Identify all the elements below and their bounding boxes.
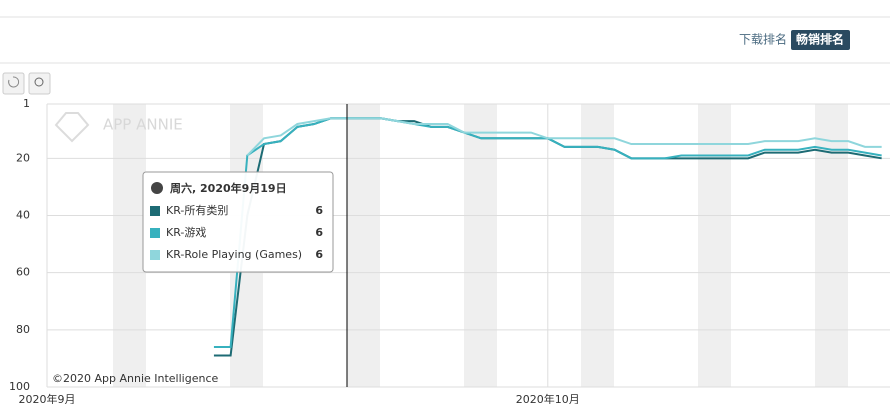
watermark-logo bbox=[54, 112, 90, 143]
credit: ©2020 App Annie Intelligence bbox=[52, 372, 219, 385]
tooltip-title: 周六, 2020年9月19日 bbox=[170, 181, 287, 195]
tab-revenue[interactable]: 畅销排名 bbox=[796, 32, 844, 47]
reset-button[interactable] bbox=[2, 72, 25, 95]
reset-icon bbox=[8, 76, 20, 88]
tab-active-bg[interactable] bbox=[791, 30, 850, 50]
zoom-icon bbox=[34, 77, 44, 87]
y-tick-label: 100 bbox=[9, 380, 30, 393]
y-tick-label: 1 bbox=[23, 97, 30, 110]
y-tick-label: 60 bbox=[16, 266, 30, 279]
tooltip-value: 6 bbox=[315, 226, 323, 239]
weekend-bands bbox=[113, 104, 848, 387]
tab-download[interactable]: 下载排名 bbox=[739, 32, 787, 47]
legend-label: KR-Role Playing (Games) bbox=[166, 248, 302, 261]
y-tick-label: 20 bbox=[16, 151, 30, 164]
x-tick-label: 2020年10月 bbox=[516, 392, 580, 404]
legend-swatch bbox=[150, 228, 160, 238]
tooltip-value: 6 bbox=[315, 204, 323, 217]
tooltip bbox=[142, 171, 334, 273]
y-tick-label: 40 bbox=[16, 208, 30, 221]
watermark: APP ANNIE bbox=[103, 116, 183, 134]
zoom-button[interactable] bbox=[28, 72, 51, 95]
legend-swatch bbox=[150, 206, 160, 216]
x-tick-label: 2020年9月 bbox=[19, 392, 76, 404]
tooltip-value: 6 bbox=[315, 248, 323, 261]
tooltip-icon bbox=[151, 182, 163, 194]
legend-label: KR-所有类别 bbox=[166, 203, 228, 217]
y-tick-label: 80 bbox=[16, 323, 30, 336]
legend-label: KR-游戏 bbox=[166, 226, 206, 239]
legend-swatch bbox=[150, 250, 160, 260]
series-line bbox=[246, 117, 882, 157]
